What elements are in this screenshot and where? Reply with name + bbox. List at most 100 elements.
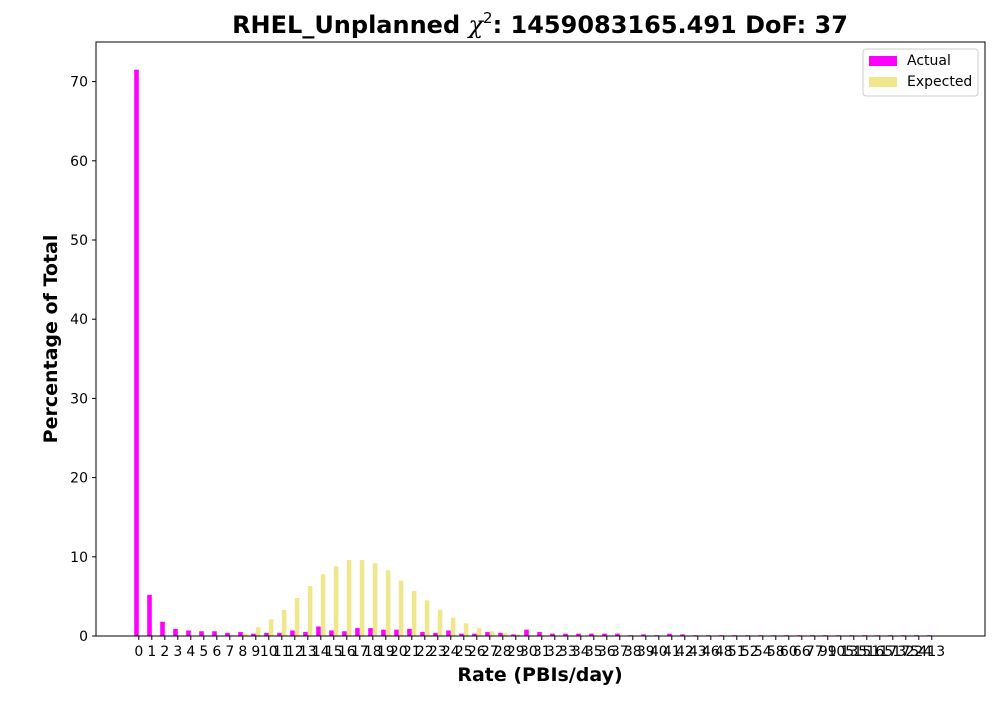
bar-expected-25: [463, 623, 469, 636]
x-tick-label: 30: [520, 644, 538, 660]
x-tick-label: 22: [416, 644, 434, 660]
x-tick-label: 5: [199, 644, 208, 660]
x-tick-label: 12: [286, 644, 304, 660]
bar-actual-21: [407, 628, 412, 636]
x-tick-label: 38: [624, 644, 642, 660]
x-tick-label: 135: [840, 644, 867, 660]
x-tick-label: 60: [780, 644, 798, 660]
x-tick-label: 52: [741, 644, 759, 660]
bar-expected-19: [385, 570, 391, 636]
bar-actual-19: [381, 629, 386, 636]
bar-actual-6: [212, 631, 217, 636]
x-tick-label: 8: [238, 644, 247, 660]
bar-actual-30: [524, 629, 529, 636]
x-tick-label: 34: [572, 644, 590, 660]
bar-actual-12: [290, 630, 295, 636]
x-tick-label: 7: [225, 644, 234, 660]
x-tick-label: 31: [533, 644, 551, 660]
x-tick-label: 0: [134, 644, 143, 660]
bar-actual-31: [537, 632, 542, 636]
x-tick-label: 14: [312, 644, 330, 660]
bar-actual-32: [550, 633, 555, 636]
bar-expected-16: [346, 559, 352, 636]
bar-actual-0: [134, 69, 139, 637]
bar-actual-37: [615, 633, 620, 636]
bar-actual-18: [368, 628, 373, 636]
x-tick-label: 48: [715, 644, 733, 660]
x-tick-label: 105: [827, 644, 854, 660]
x-tick-label: 224: [905, 644, 932, 660]
y-tick-label: 70: [70, 75, 88, 91]
x-tick-label: 33: [559, 644, 577, 660]
bar-actual-26: [472, 633, 477, 636]
x-tick-label: 20: [390, 644, 408, 660]
x-tick-label: 19: [377, 644, 395, 660]
x-tick-label: 42: [676, 644, 694, 660]
x-tick-label: 35: [585, 644, 603, 660]
bar-expected-11: [281, 609, 287, 636]
x-tick-label: 39: [637, 644, 655, 660]
bar-actual-4: [186, 630, 191, 636]
x-tick-label: 51: [728, 644, 746, 660]
bar-actual-11: [277, 632, 282, 636]
bar-actual-25: [459, 633, 464, 636]
bar-actual-5: [199, 631, 204, 636]
bar-expected-15: [333, 566, 339, 636]
bar-expected-28: [502, 632, 508, 636]
y-axis: 0 10 20 30 40 50 60 70: [70, 75, 96, 645]
bar-actual-34: [576, 633, 581, 636]
bar-expected-20: [398, 580, 404, 636]
bar-actual-28: [498, 632, 503, 636]
bar-actual-39: [641, 634, 646, 636]
x-tick-label: 36: [598, 644, 616, 660]
x-tick-label: 18: [364, 644, 382, 660]
y-tick-label: 10: [70, 550, 88, 566]
x-tick-label: 32: [546, 644, 564, 660]
legend: Actual Expected: [862, 48, 979, 97]
bar-actual-35: [589, 633, 594, 636]
x-tick-label: 175: [892, 644, 919, 660]
bar-actual-15: [329, 630, 334, 636]
x-tick-label: 9: [251, 644, 260, 660]
plot-frame: [95, 41, 986, 637]
x-tick-label: 11: [273, 644, 291, 660]
bar-expected-26: [476, 628, 482, 636]
x-tick-label: 58: [767, 644, 785, 660]
x-tick-label: 46: [702, 644, 720, 660]
legend-swatch-actual: [869, 56, 897, 66]
bar-expected-24: [450, 617, 456, 636]
x-tick-label: 13: [299, 644, 317, 660]
bar-actual-33: [563, 633, 568, 636]
y-tick-label: 50: [70, 233, 88, 249]
x-tick-label: 21: [403, 644, 421, 660]
bar-actual-13: [303, 632, 308, 636]
bar-expected-27: [489, 631, 495, 636]
bar-expected-22: [424, 600, 430, 636]
x-tick-label: 66: [793, 644, 811, 660]
bar-actual-9: [251, 633, 256, 636]
x-tick-label: 37: [611, 644, 629, 660]
bar-actual-10: [264, 632, 269, 636]
bar-actual-24: [446, 630, 451, 636]
x-tick-label: 10: [260, 644, 278, 660]
bar-actual-42: [680, 634, 685, 636]
x-tick-label: 6: [212, 644, 221, 660]
x-tick-label: 40: [650, 644, 668, 660]
x-tick-label: 23: [429, 644, 447, 660]
bar-actual-16: [342, 631, 347, 636]
chart-title: RHEL_Unplanned χ2: 1459083165.491 DoF: 3…: [232, 9, 848, 39]
bar-actual-14: [316, 626, 321, 636]
x-tick-label: 43: [689, 644, 707, 660]
x-tick-label: 413: [918, 644, 945, 660]
y-tick-label: 20: [70, 471, 88, 487]
x-tick-label: 24: [442, 644, 460, 660]
x-tick-label: 41: [663, 644, 681, 660]
bar-expected-13: [307, 586, 313, 636]
bar-expected-18: [372, 563, 378, 636]
bar-group: [134, 69, 932, 637]
bar-actual-22: [420, 632, 425, 636]
bar-actual-41: [667, 633, 672, 636]
y-axis-label: Percentage of Total: [40, 235, 62, 444]
